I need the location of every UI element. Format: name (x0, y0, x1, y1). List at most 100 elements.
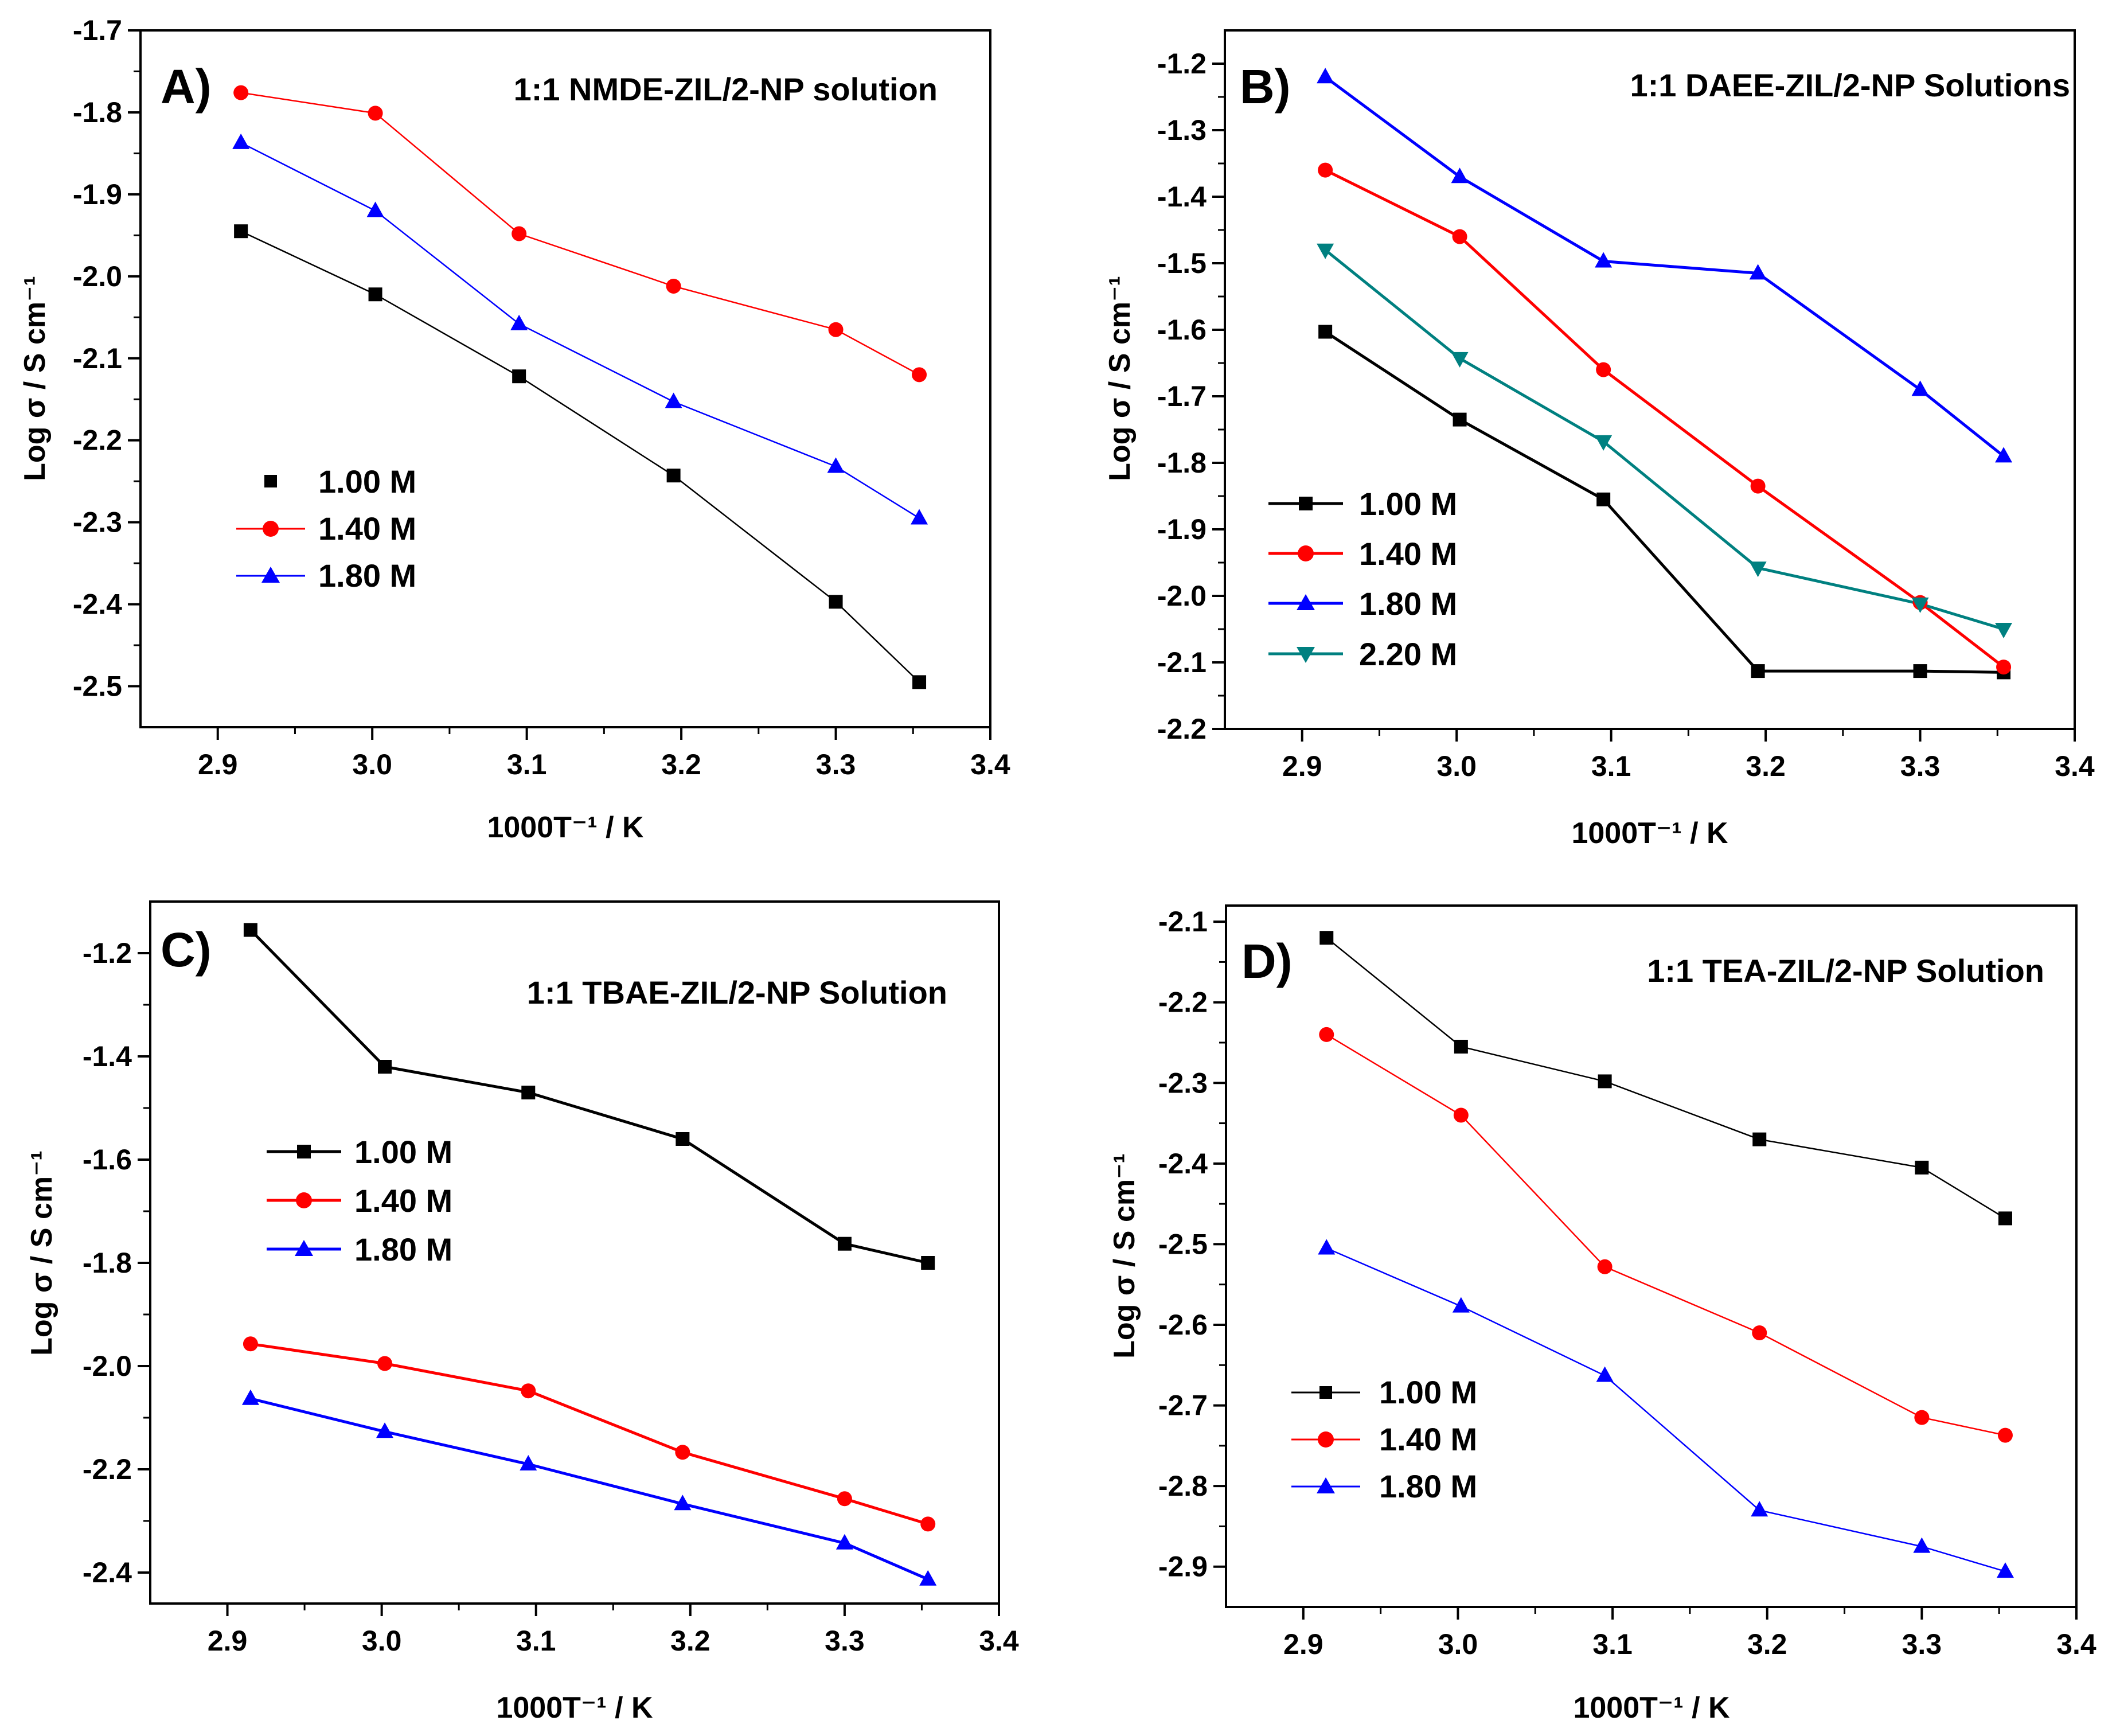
legend-label: 1.00 M (1379, 1374, 1477, 1410)
legend-marker-triangle-down (1297, 647, 1315, 663)
data-point-square (837, 1236, 852, 1251)
y-tick-label: -1.5 (1157, 247, 1207, 279)
legend: 1.00 M 1.40 M 1.80 M (1291, 1374, 1477, 1504)
data-point-triangle (376, 1422, 394, 1438)
data-point-square (1598, 1074, 1612, 1089)
y-axis-ticks: -2.2 -2.1 -2.0 -1.9 -1.8 -1.7 -1.6 -1.5 -1.4 -1.3… (1157, 48, 1225, 745)
data-point-circle (1453, 1107, 1469, 1123)
y-tick-label: -2.4 (1158, 1148, 1208, 1180)
data-point-triangle (232, 133, 250, 149)
data-point-square (921, 1256, 935, 1270)
x-tick-label: 2.9 (198, 748, 238, 781)
data-point-square (368, 287, 382, 302)
legend-item-1-00m: 1.00 M (267, 1134, 452, 1170)
x-tick-label: 3.0 (1438, 1628, 1478, 1660)
series-markers (1318, 931, 2014, 1578)
legend: 1.00 M 1.40 M 1.80 M (236, 463, 416, 594)
legend-item-2-20m: 2.20 M (1268, 636, 1457, 672)
x-tick-label: 3.3 (1900, 750, 1941, 782)
data-point-triangle (827, 457, 845, 473)
data-point-triangle (1317, 68, 1334, 84)
x-tick-label: 3.3 (1902, 1628, 1942, 1660)
legend: 1.00 M 1.40 M 1.80 M 2.20 M (1268, 486, 1457, 672)
legend-marker-square (1319, 1386, 1332, 1399)
y-axis-ticks: -2.4 -2.2 -2.0 -1.8 -1.6 -1.4 -1.2 (83, 937, 150, 1589)
x-tick-label: 3.2 (1746, 750, 1786, 782)
panel-a: 2.9 3.0 3.1 3.2 3.3 3.4 -2.5-2.4-2.3-2.2-2.1-… (18, 14, 1010, 844)
chart-title: 1:1 TBAE-ZIL/2-NP Solution (527, 974, 947, 1011)
y-axis-label: Log σ / S cm⁻¹ (1108, 1153, 1141, 1359)
legend-item-1-00m: 1.00 M (264, 463, 416, 500)
data-point-triangle (919, 1570, 937, 1586)
data-point-triangle-down (1749, 561, 1767, 578)
data-point-square (243, 923, 257, 937)
series-line (1324, 330, 2004, 674)
legend-item-1-00m: 1.00 M (1291, 1374, 1477, 1410)
x-tick-label: 3.4 (970, 748, 1010, 781)
series-line (250, 1342, 928, 1526)
y-tick-label: -2.5 (73, 670, 122, 703)
panel-label: A) (161, 60, 212, 114)
data-point-circle (233, 85, 249, 100)
plot-frame (1224, 29, 2076, 730)
chart-title: 1:1 NMDE-ZIL/2-NP solution (514, 71, 938, 107)
y-tick-label: -1.7 (73, 14, 122, 46)
chart-title: 1:1 DAEE-ZIL/2-NP Solutions (1630, 67, 2070, 103)
legend-marker-square (1299, 497, 1313, 510)
data-point-triangle (1596, 1366, 1614, 1382)
x-tick-label: 3.1 (1591, 750, 1631, 782)
data-point-circle (828, 322, 844, 337)
data-point-triangle (241, 1389, 259, 1405)
data-point-square (1998, 1211, 2012, 1226)
data-point-triangle (1995, 447, 2013, 463)
x-tick-label: 3.1 (1592, 1628, 1633, 1660)
x-axis-label: 1000T⁻¹ / K (1573, 1691, 1730, 1725)
plot-frame (139, 29, 991, 728)
panel-d: 2.9 3.0 3.1 3.2 3.3 3.4 -2.9-2.8-2.7-2.6-2.5-… (1108, 904, 2096, 1725)
legend-label: 1.80 M (318, 557, 416, 594)
legend-label: 1.00 M (354, 1134, 452, 1170)
data-point-circle (1319, 1027, 1334, 1042)
legend-item-1-40m: 1.40 M (1291, 1421, 1477, 1457)
legend-marker-triangle (261, 567, 280, 583)
y-tick-label: -1.6 (83, 1144, 132, 1176)
legend-label: 2.20 M (1359, 636, 1457, 672)
data-point-circle (368, 106, 383, 121)
legend-item-1-40m: 1.40 M (1268, 536, 1457, 572)
data-point-square (1319, 931, 1334, 945)
data-point-triangle-down (1451, 352, 1469, 368)
x-axis-label: 1000T⁻¹ / K (496, 1691, 653, 1725)
data-point-square (378, 1060, 392, 1074)
x-tick-label: 3.4 (2055, 750, 2095, 782)
legend: 1.00 M 1.40 M 1.80 M (267, 1134, 452, 1267)
legend-marker-circle (1298, 545, 1314, 561)
data-point-square (1751, 664, 1765, 678)
series-lines (1324, 76, 2005, 674)
x-tick-label: 3.3 (825, 1625, 865, 1657)
panel-label: B) (1240, 60, 1291, 114)
x-axis-ticks: 2.9 3.0 3.1 3.2 3.3 3.4 (198, 727, 1010, 781)
x-axis-ticks: 2.9 3.0 3.1 3.2 3.3 3.4 (1282, 729, 2095, 782)
y-tick-label: -2.3 (73, 506, 122, 539)
y-tick-label: -2.2 (73, 424, 122, 457)
x-tick-label: 3.3 (816, 748, 856, 781)
legend-label: 1.40 M (1379, 1421, 1477, 1457)
data-point-triangle-down (1995, 623, 2013, 638)
data-point-triangle (835, 1534, 853, 1550)
data-point-square (666, 469, 681, 483)
data-point-triangle (1318, 1239, 1336, 1255)
series-lines (1326, 937, 2006, 1573)
data-point-square (521, 1086, 536, 1099)
data-point-triangle (510, 314, 528, 330)
data-point-circle (377, 1356, 393, 1371)
data-point-square (1752, 1132, 1767, 1146)
legend-label: 1.00 M (1359, 486, 1457, 522)
y-axis-label: Log σ / S cm⁻¹ (1103, 276, 1137, 481)
y-tick-label: -2.2 (1158, 986, 1208, 1019)
y-tick-label: -1.4 (1157, 181, 1207, 213)
legend-marker-triangle (1297, 594, 1315, 610)
data-point-circle (666, 278, 681, 294)
y-tick-label: -2.9 (1158, 1551, 1208, 1583)
data-point-square (1913, 664, 1927, 678)
series-line (240, 92, 920, 376)
